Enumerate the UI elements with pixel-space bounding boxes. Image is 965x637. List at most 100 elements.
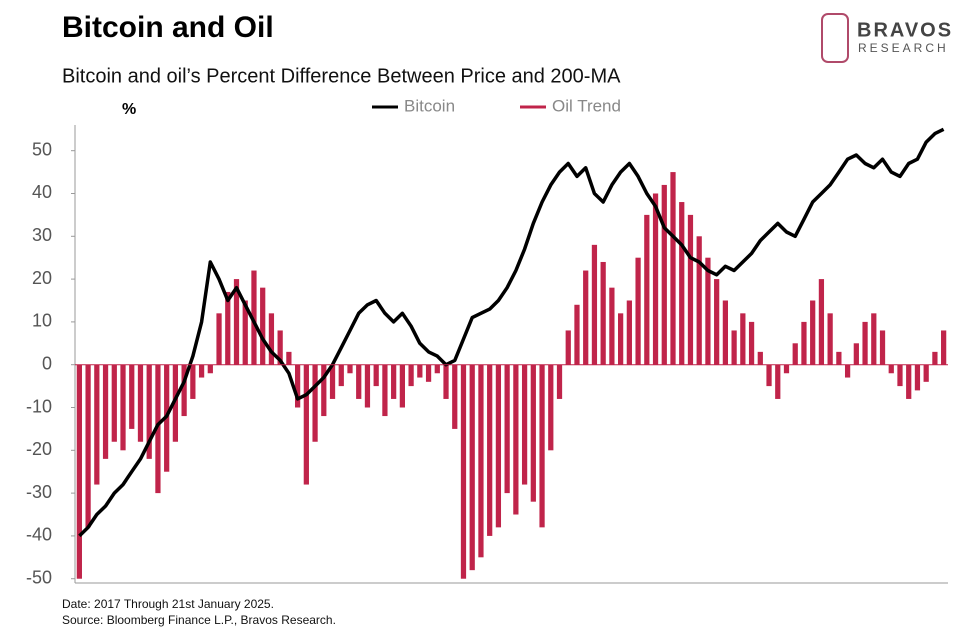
bar <box>941 330 947 365</box>
bar <box>225 291 231 365</box>
legend-label: Oil Trend <box>552 96 621 115</box>
bar <box>94 364 100 485</box>
bar <box>356 364 362 399</box>
bar <box>644 214 650 365</box>
bar <box>190 364 196 399</box>
chart-title: Bitcoin and Oil <box>62 11 274 44</box>
bar <box>827 313 833 365</box>
brand-sub: RESEARCH <box>858 41 949 55</box>
y-tick-label: 10 <box>32 311 52 331</box>
bar <box>652 193 659 365</box>
bar <box>775 364 781 399</box>
bar <box>923 364 929 382</box>
logo-icon <box>821 13 849 63</box>
brand-name: BRAVOS <box>857 19 953 41</box>
bar <box>216 313 222 365</box>
bar <box>679 202 685 365</box>
bar <box>513 364 519 515</box>
bar <box>670 172 676 365</box>
bar <box>530 364 536 502</box>
bar <box>591 244 598 365</box>
note: Source: Bloomberg Finance L.P., Bravos R… <box>62 613 336 627</box>
bar <box>495 364 502 528</box>
bar <box>879 330 886 365</box>
y-tick-label: -30 <box>26 482 52 502</box>
bar <box>233 279 240 365</box>
y-tick-label: -20 <box>26 439 52 459</box>
y-tick-label: 30 <box>32 225 52 245</box>
bar <box>417 364 423 378</box>
y-tick-label: 40 <box>32 182 52 202</box>
bar <box>120 364 126 451</box>
bar <box>810 300 816 365</box>
bar <box>556 364 563 399</box>
bar <box>731 330 737 365</box>
note: Date: 2017 Through 21st January 2025. <box>62 597 274 611</box>
bar <box>609 287 615 365</box>
bar <box>818 279 825 365</box>
bar <box>425 364 432 382</box>
bar <box>251 270 257 365</box>
bar <box>539 364 545 528</box>
bar <box>714 279 720 365</box>
bar <box>382 364 388 417</box>
bar <box>618 313 624 365</box>
y-tick-label: 0 <box>42 353 52 373</box>
bar <box>583 270 589 365</box>
bar <box>626 300 632 365</box>
bar <box>853 343 859 365</box>
bar <box>521 364 528 485</box>
bar <box>932 351 938 365</box>
y-tick-label: -10 <box>26 396 52 416</box>
bar <box>364 364 371 408</box>
bar <box>844 364 851 378</box>
bar <box>172 364 179 442</box>
bar <box>146 364 152 459</box>
bar <box>705 257 711 365</box>
bar <box>487 364 493 536</box>
bar <box>748 321 755 365</box>
y-tick-label: -40 <box>26 525 52 545</box>
bar <box>687 214 694 365</box>
bar <box>408 364 414 387</box>
bar <box>268 313 275 365</box>
bar <box>338 364 344 387</box>
bar <box>792 343 798 365</box>
bar <box>260 287 266 365</box>
legend-label: Bitcoin <box>404 96 455 115</box>
bar <box>600 261 606 365</box>
bar <box>399 364 405 408</box>
bar <box>129 364 135 429</box>
bar <box>85 364 91 528</box>
bar <box>696 236 702 365</box>
bar <box>373 364 379 387</box>
bar <box>757 351 763 365</box>
y-tick-label: -50 <box>26 567 52 587</box>
bar <box>242 300 248 365</box>
bar <box>661 184 667 365</box>
bar <box>137 364 144 442</box>
bar <box>347 364 353 374</box>
bar <box>102 364 109 459</box>
bar <box>888 364 894 374</box>
bar <box>294 364 301 408</box>
bar <box>722 300 729 365</box>
y-tick-label: 50 <box>32 139 52 159</box>
y-tick-label: 20 <box>32 268 52 288</box>
bar <box>836 351 842 365</box>
bar <box>565 330 571 365</box>
bar <box>391 364 397 399</box>
bar <box>452 364 458 429</box>
bar <box>862 321 868 365</box>
bar <box>207 364 213 374</box>
bar <box>111 364 117 442</box>
bar <box>286 351 292 365</box>
bar <box>635 257 641 365</box>
bar <box>914 364 921 391</box>
bar <box>871 313 877 365</box>
bar <box>469 364 475 571</box>
bar <box>801 321 807 365</box>
bar <box>504 364 510 494</box>
bar <box>155 364 161 494</box>
